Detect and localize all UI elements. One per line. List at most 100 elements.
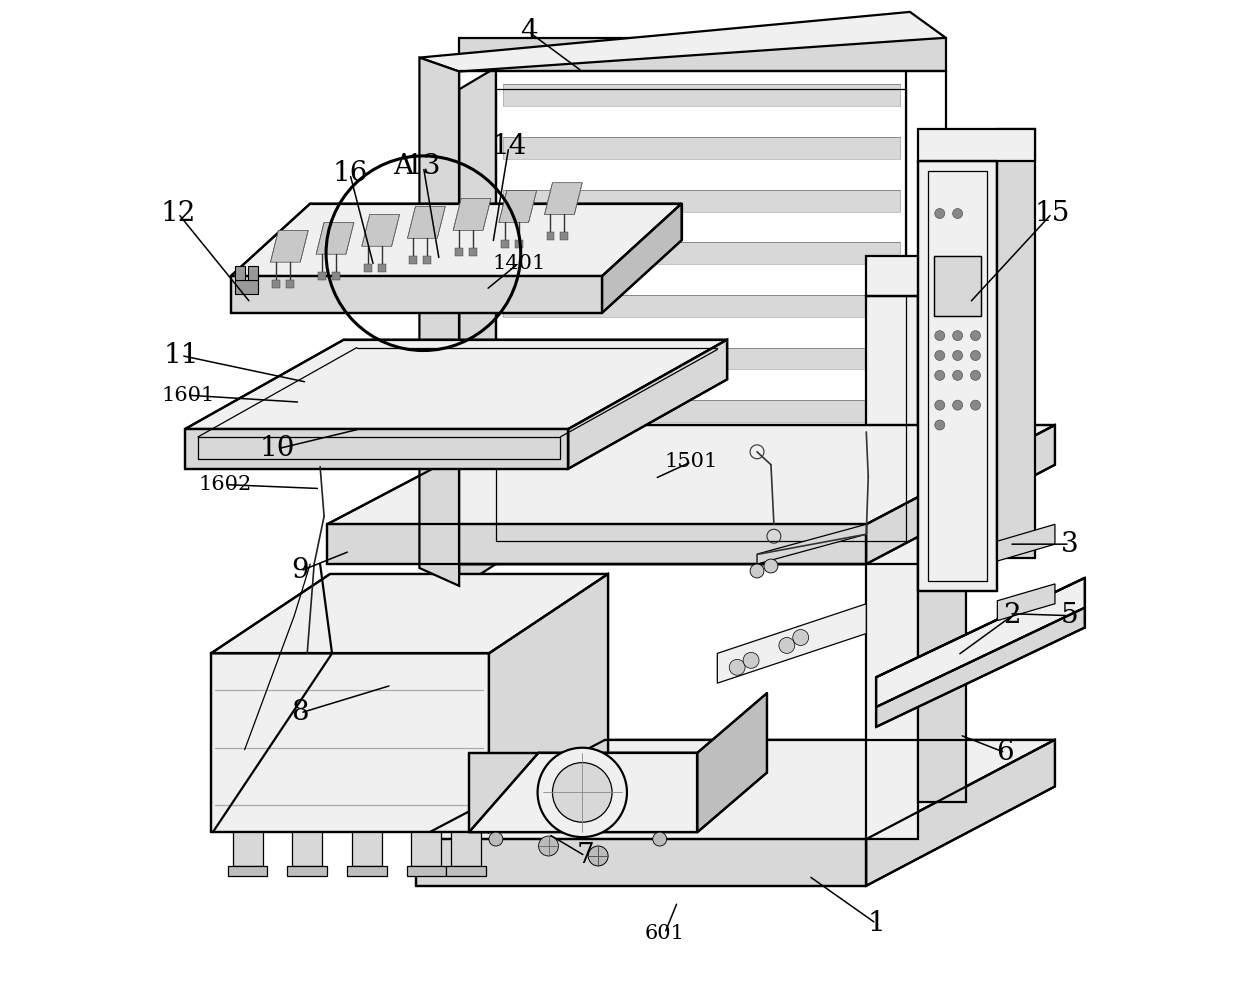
Text: 10: 10 [259,435,295,463]
Circle shape [588,846,608,866]
Polygon shape [327,524,867,564]
Polygon shape [717,604,867,683]
Polygon shape [459,538,946,564]
Circle shape [952,400,962,410]
Circle shape [935,351,945,360]
Polygon shape [877,608,1085,727]
Polygon shape [319,272,326,280]
Polygon shape [934,256,981,316]
Circle shape [971,370,981,380]
Polygon shape [327,425,1055,524]
Text: 1602: 1602 [198,475,252,495]
Polygon shape [419,12,946,71]
Text: 1601: 1601 [161,385,215,405]
Polygon shape [697,693,768,832]
Circle shape [729,659,745,675]
Polygon shape [503,453,900,475]
Text: 2: 2 [1003,602,1021,630]
Polygon shape [231,204,682,276]
Polygon shape [228,866,268,876]
Polygon shape [503,137,900,159]
Polygon shape [877,578,1085,707]
Polygon shape [455,248,463,256]
Polygon shape [446,866,486,876]
Polygon shape [288,866,327,876]
Polygon shape [423,256,432,264]
Polygon shape [469,753,697,832]
Circle shape [952,209,962,218]
Polygon shape [409,256,418,264]
Circle shape [935,420,945,430]
Circle shape [489,832,503,846]
Circle shape [952,370,962,380]
Polygon shape [503,84,900,106]
Circle shape [971,331,981,341]
Text: 9: 9 [291,557,309,585]
Polygon shape [503,505,900,527]
Polygon shape [503,348,900,369]
Circle shape [971,351,981,360]
Text: 7: 7 [577,842,594,870]
Text: 1501: 1501 [665,452,718,472]
Circle shape [935,331,945,341]
Polygon shape [352,832,382,866]
Polygon shape [273,280,280,288]
Circle shape [750,564,764,578]
Polygon shape [459,38,946,71]
Polygon shape [412,832,441,866]
Text: 6: 6 [997,739,1014,767]
Polygon shape [451,832,481,866]
Text: 13: 13 [405,153,441,181]
Polygon shape [459,538,946,564]
Polygon shape [211,574,608,653]
Polygon shape [363,264,372,272]
Polygon shape [469,753,768,832]
Circle shape [935,400,945,410]
Polygon shape [544,183,583,214]
Polygon shape [877,578,1085,677]
Polygon shape [270,230,309,262]
Text: 15: 15 [1034,200,1070,227]
Polygon shape [211,653,489,832]
Polygon shape [501,240,508,248]
Polygon shape [867,425,1055,564]
Polygon shape [918,161,997,591]
Polygon shape [185,340,727,429]
Circle shape [952,351,962,360]
Polygon shape [417,839,867,886]
Polygon shape [568,340,727,469]
Text: 601: 601 [645,923,684,943]
Polygon shape [293,832,322,866]
Polygon shape [347,866,387,876]
Circle shape [971,400,981,410]
Polygon shape [560,232,568,240]
Circle shape [792,630,808,645]
Polygon shape [918,129,1035,161]
Text: 3: 3 [1061,530,1079,558]
Circle shape [538,748,627,837]
Polygon shape [603,204,682,313]
Circle shape [538,836,558,856]
Polygon shape [867,740,1055,886]
Text: 11: 11 [164,342,198,369]
Polygon shape [248,266,258,280]
Polygon shape [496,68,906,564]
Polygon shape [515,240,523,248]
Circle shape [935,209,945,218]
Polygon shape [867,296,918,839]
Polygon shape [286,280,294,288]
Text: A: A [393,153,414,181]
Text: 5: 5 [1061,602,1079,630]
Polygon shape [997,524,1055,561]
Polygon shape [498,191,537,222]
Polygon shape [234,280,258,294]
Circle shape [935,370,945,380]
Text: 4: 4 [520,18,537,46]
Text: 1: 1 [867,910,885,937]
Text: 12: 12 [160,200,196,227]
Circle shape [743,652,759,668]
Polygon shape [231,276,603,313]
Polygon shape [185,429,568,469]
Polygon shape [547,232,554,240]
Polygon shape [758,524,867,564]
